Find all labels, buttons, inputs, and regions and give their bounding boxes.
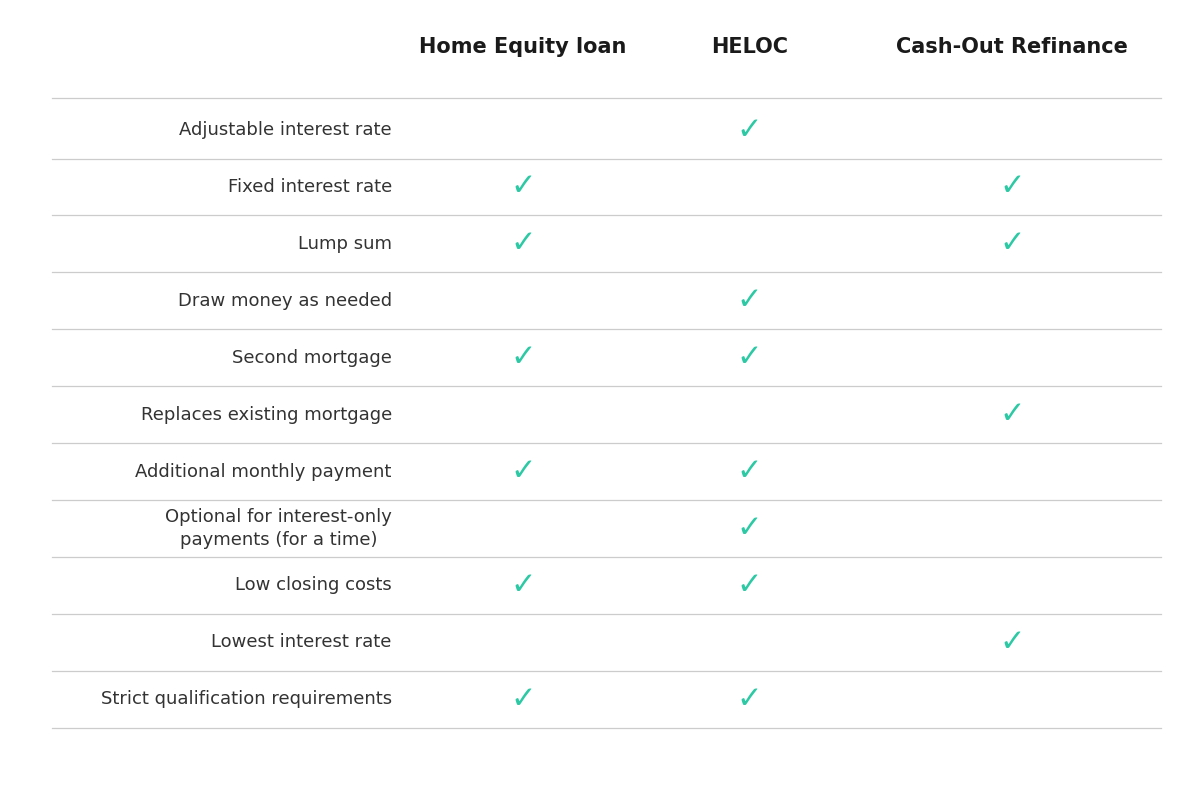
Text: ✓: ✓ bbox=[737, 286, 763, 315]
Text: ✓: ✓ bbox=[999, 229, 1024, 258]
Text: ✓: ✓ bbox=[510, 571, 536, 600]
Text: ✓: ✓ bbox=[737, 344, 763, 372]
Text: ✓: ✓ bbox=[510, 229, 536, 258]
Text: Draw money as needed: Draw money as needed bbox=[178, 292, 392, 310]
Text: Additional monthly payment: Additional monthly payment bbox=[136, 463, 392, 481]
Text: ✓: ✓ bbox=[510, 344, 536, 372]
Text: ✓: ✓ bbox=[999, 400, 1024, 429]
Text: ✓: ✓ bbox=[737, 116, 763, 144]
Text: Home Equity loan: Home Equity loan bbox=[419, 37, 627, 57]
Text: ✓: ✓ bbox=[737, 457, 763, 486]
Text: Low closing costs: Low closing costs bbox=[235, 576, 392, 594]
Text: ✓: ✓ bbox=[999, 628, 1024, 657]
Text: Lump sum: Lump sum bbox=[298, 235, 392, 253]
Text: ✓: ✓ bbox=[510, 457, 536, 486]
Text: ✓: ✓ bbox=[999, 173, 1024, 202]
Text: ✓: ✓ bbox=[510, 173, 536, 202]
Text: Second mortgage: Second mortgage bbox=[232, 349, 392, 366]
Text: ✓: ✓ bbox=[510, 685, 536, 714]
Text: Replaces existing mortgage: Replaces existing mortgage bbox=[141, 406, 392, 424]
Text: Optional for interest-only
payments (for a time): Optional for interest-only payments (for… bbox=[165, 507, 392, 549]
Text: HELOC: HELOC bbox=[711, 37, 788, 57]
Text: ✓: ✓ bbox=[737, 685, 763, 714]
Text: Adjustable interest rate: Adjustable interest rate bbox=[179, 121, 392, 139]
Text: Fixed interest rate: Fixed interest rate bbox=[227, 178, 392, 196]
Text: Lowest interest rate: Lowest interest rate bbox=[211, 634, 392, 652]
Text: Strict qualification requirements: Strict qualification requirements bbox=[101, 690, 392, 708]
Text: Cash-Out Refinance: Cash-Out Refinance bbox=[896, 37, 1128, 57]
Text: ✓: ✓ bbox=[737, 514, 763, 543]
Text: ✓: ✓ bbox=[737, 571, 763, 600]
